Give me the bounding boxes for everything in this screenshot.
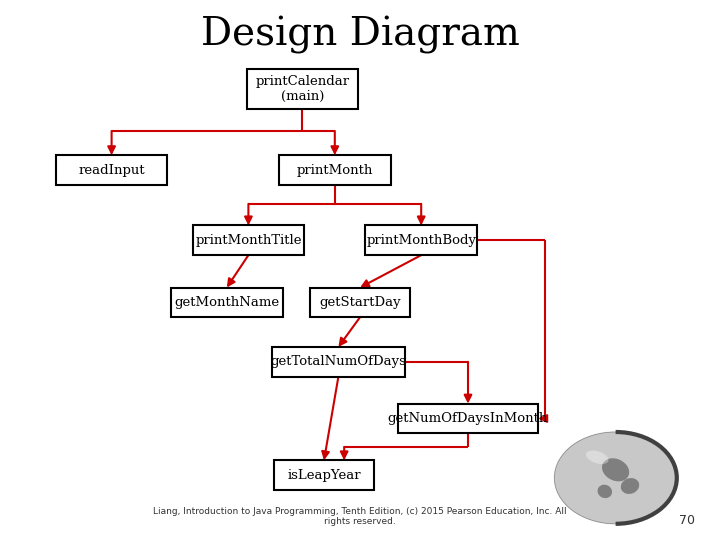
Text: printMonth: printMonth — [297, 164, 373, 177]
Text: getTotalNumOfDays: getTotalNumOfDays — [271, 355, 406, 368]
Bar — [271, 347, 405, 377]
Circle shape — [562, 438, 666, 516]
Ellipse shape — [621, 478, 639, 494]
Circle shape — [595, 464, 618, 482]
Circle shape — [586, 457, 631, 491]
Text: 70: 70 — [679, 514, 695, 526]
Ellipse shape — [586, 450, 608, 464]
Text: Liang, Introduction to Java Programming, Tenth Edition, (c) 2015 Pearson Educati: Liang, Introduction to Java Programming,… — [153, 507, 567, 526]
Circle shape — [556, 433, 675, 523]
Circle shape — [575, 449, 647, 503]
Circle shape — [561, 437, 667, 517]
Circle shape — [584, 456, 634, 494]
Circle shape — [563, 439, 665, 515]
Bar — [310, 287, 410, 317]
Circle shape — [564, 440, 662, 514]
Circle shape — [560, 436, 669, 518]
Circle shape — [583, 455, 636, 495]
Circle shape — [577, 450, 645, 502]
Circle shape — [570, 444, 654, 508]
Circle shape — [580, 453, 641, 498]
Text: Design Diagram: Design Diagram — [201, 16, 519, 54]
Circle shape — [557, 434, 674, 522]
Circle shape — [554, 432, 677, 524]
Circle shape — [593, 463, 622, 485]
Bar — [274, 460, 374, 490]
Circle shape — [572, 446, 652, 506]
Circle shape — [590, 461, 625, 487]
Circle shape — [598, 467, 616, 480]
Bar — [246, 69, 358, 109]
Ellipse shape — [602, 458, 629, 481]
Circle shape — [590, 460, 626, 488]
Bar — [171, 287, 282, 317]
Text: printMonthTitle: printMonthTitle — [195, 234, 302, 247]
Text: getNumOfDaysInMonth: getNumOfDaysInMonth — [388, 412, 548, 425]
Text: isLeapYear: isLeapYear — [287, 469, 361, 482]
Bar — [279, 155, 390, 185]
Circle shape — [573, 447, 650, 505]
Bar — [192, 225, 304, 255]
Circle shape — [565, 441, 661, 512]
Circle shape — [574, 448, 649, 504]
Circle shape — [592, 462, 624, 486]
Text: printMonthBody: printMonthBody — [366, 234, 476, 247]
Circle shape — [585, 457, 633, 492]
Ellipse shape — [598, 485, 612, 498]
Circle shape — [569, 443, 657, 509]
Circle shape — [559, 436, 670, 519]
Circle shape — [558, 435, 672, 521]
Circle shape — [588, 460, 628, 489]
Circle shape — [581, 453, 639, 497]
Circle shape — [567, 443, 658, 510]
Circle shape — [594, 464, 621, 483]
Text: readInput: readInput — [78, 164, 145, 177]
Circle shape — [567, 442, 660, 511]
Text: getMonthName: getMonthName — [174, 296, 279, 309]
Circle shape — [588, 458, 630, 490]
Circle shape — [577, 450, 644, 501]
Circle shape — [554, 432, 677, 524]
Circle shape — [579, 451, 642, 499]
Circle shape — [596, 465, 617, 481]
Bar — [365, 225, 477, 255]
Bar — [397, 404, 539, 433]
Bar — [56, 155, 167, 185]
Circle shape — [571, 446, 653, 507]
Circle shape — [582, 454, 638, 496]
Text: printCalendar
(main): printCalendar (main) — [256, 75, 349, 103]
Text: getStartDay: getStartDay — [319, 296, 401, 309]
